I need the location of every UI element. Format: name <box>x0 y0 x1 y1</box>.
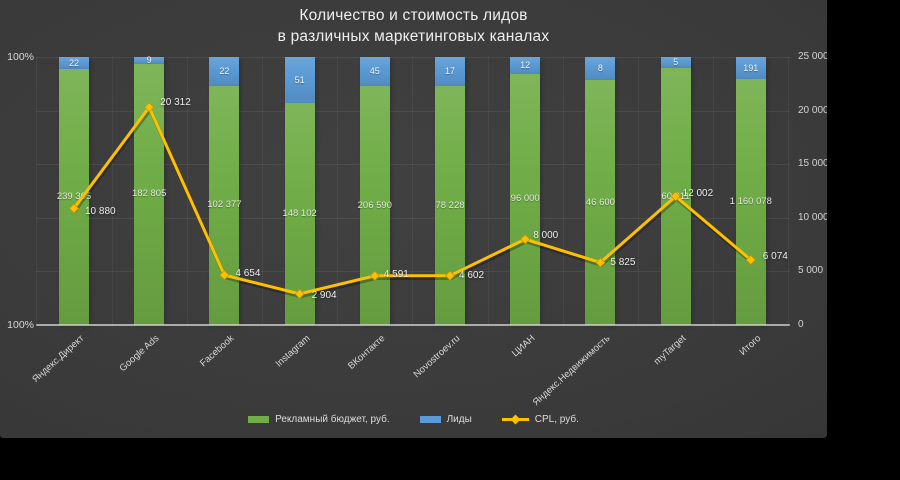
leads-swatch-icon <box>419 416 441 423</box>
leads-value-label: 5 <box>673 57 679 68</box>
legend-item-budget: Рекламный бюджет, руб. <box>248 414 390 425</box>
gridline-horizontal <box>36 57 790 58</box>
cpl-line-swatch-icon <box>501 414 529 425</box>
leads-value-label: 51 <box>294 74 305 85</box>
chart-title: Количество и стоимость лидов в различных… <box>0 5 827 47</box>
leads-bar-segment <box>359 57 390 87</box>
gridline-vertical <box>562 57 564 325</box>
leads-bar-segment <box>59 57 89 70</box>
cpl-value-label: 4 591 <box>383 268 409 280</box>
cpl-value-label: 6 074 <box>762 250 788 262</box>
right-axis-tick-label: 10 000 <box>798 211 827 223</box>
gridline-vertical <box>262 57 263 325</box>
slide-background: Количество и стоимость лидов в различных… <box>0 0 827 438</box>
left-axis-bottom-label: 100% <box>7 319 34 331</box>
leads-bar-segment <box>660 57 691 69</box>
leads-value-label: 22 <box>219 65 230 76</box>
gridline-vertical <box>487 57 489 325</box>
budget-value-label: 96 000 <box>510 193 540 205</box>
leads-bar-segment <box>435 57 465 87</box>
leads-value-label: 12 <box>520 59 531 70</box>
cpl-value-label: 8 000 <box>533 230 559 242</box>
gridline-vertical <box>111 57 113 325</box>
cpl-value-label: 4 602 <box>459 269 485 281</box>
leads-value-label: 8 <box>597 63 603 73</box>
leads-bar-segment <box>209 57 240 86</box>
leads-value-label: 191 <box>743 62 759 73</box>
budget-value-label: 1 160 078 <box>729 196 772 208</box>
cpl-value-label: 20 312 <box>160 97 191 109</box>
cpl-value-label: 5 825 <box>610 256 636 268</box>
right-axis-tick-label: 25 000 <box>798 51 827 62</box>
gridline-vertical <box>713 57 715 325</box>
cpl-value-label: 10 880 <box>85 206 116 218</box>
right-axis-tick-label: 20 000 <box>798 104 827 116</box>
budget-value-label: 78 228 <box>435 199 465 211</box>
cpl-value-label: 12 002 <box>682 188 714 200</box>
budget-value-label: 239 365 <box>56 191 92 203</box>
budget-value-label: 102 377 <box>207 199 242 211</box>
gridline-vertical <box>337 57 339 325</box>
leads-value-label: 45 <box>369 66 380 77</box>
budget-value-label: 206 590 <box>357 199 392 211</box>
right-axis-tick-label: 5 000 <box>798 265 824 277</box>
budget-value-label: 148 102 <box>282 208 317 220</box>
chart-title-line2: в различных маркетинговых каналах <box>277 28 550 45</box>
chart-legend: Рекламный бюджет, руб. Лиды CPL, руб. <box>0 414 827 425</box>
gridline-vertical <box>788 57 790 325</box>
left-axis-top-label: 100% <box>7 51 34 63</box>
gridline-vertical <box>412 57 414 325</box>
budget-swatch-icon <box>248 416 270 423</box>
cpl-line-shadow <box>73 108 753 299</box>
budget-value-label: 46 600 <box>585 196 615 208</box>
gridline-vertical <box>36 57 38 325</box>
legend-cpl-label: CPL, руб. <box>534 414 579 425</box>
cpl-value-label: 4 654 <box>235 268 261 280</box>
leads-value-label: 17 <box>444 66 455 77</box>
leads-value-label: 9 <box>146 54 152 65</box>
leads-bar-segment <box>735 57 766 80</box>
leads-bar-segment <box>284 57 315 104</box>
chart-title-line1: Количество и стоимость лидов <box>299 7 528 24</box>
legend-item-leads: Лиды <box>419 414 472 425</box>
leads-bar-segment <box>585 57 616 80</box>
budget-value-label: 182 805 <box>132 188 167 200</box>
legend-leads-label: Лиды <box>446 414 472 425</box>
leads-value-label: 22 <box>68 57 79 68</box>
legend-budget-label: Рекламный бюджет, руб. <box>275 414 390 425</box>
x-axis-line <box>36 324 790 326</box>
right-axis-tick-label: 15 000 <box>798 158 827 170</box>
leads-bar-segment <box>134 57 165 64</box>
cpl-value-label: 2 904 <box>311 289 337 301</box>
leads-bar-segment <box>510 57 541 74</box>
right-axis-tick-label: 0 <box>798 319 804 330</box>
legend-item-cpl: CPL, руб. <box>501 414 579 425</box>
gridline-vertical <box>638 57 639 325</box>
